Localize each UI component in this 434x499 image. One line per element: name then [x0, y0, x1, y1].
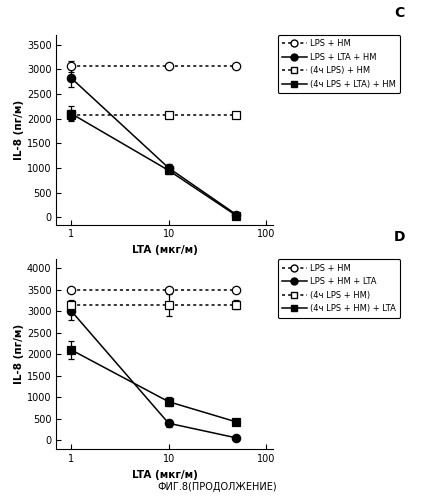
Legend: LPS + HM, LPS + LTA + HM, (4ч LPS) + HM, (4ч LPS + LTA) + HM: LPS + HM, LPS + LTA + HM, (4ч LPS) + HM,…: [278, 35, 400, 93]
Text: C: C: [394, 6, 404, 20]
Text: ФИГ.8(ПРОДОЛЖЕНИЕ): ФИГ.8(ПРОДОЛЖЕНИЕ): [157, 482, 277, 492]
Legend: LPS + HM, LPS + HM + LTA, (4ч LPS + HM), (4ч LPS + HM) + LTA: LPS + HM, LPS + HM + LTA, (4ч LPS + HM),…: [278, 259, 400, 317]
Text: D: D: [394, 231, 405, 245]
X-axis label: LTA (мкг/м): LTA (мкг/м): [132, 470, 198, 480]
X-axis label: LTA (мкг/м): LTA (мкг/м): [132, 245, 198, 255]
Y-axis label: IL-8 (пг/м): IL-8 (пг/м): [14, 324, 24, 384]
Y-axis label: IL-8 (пг/м): IL-8 (пг/м): [14, 100, 24, 160]
